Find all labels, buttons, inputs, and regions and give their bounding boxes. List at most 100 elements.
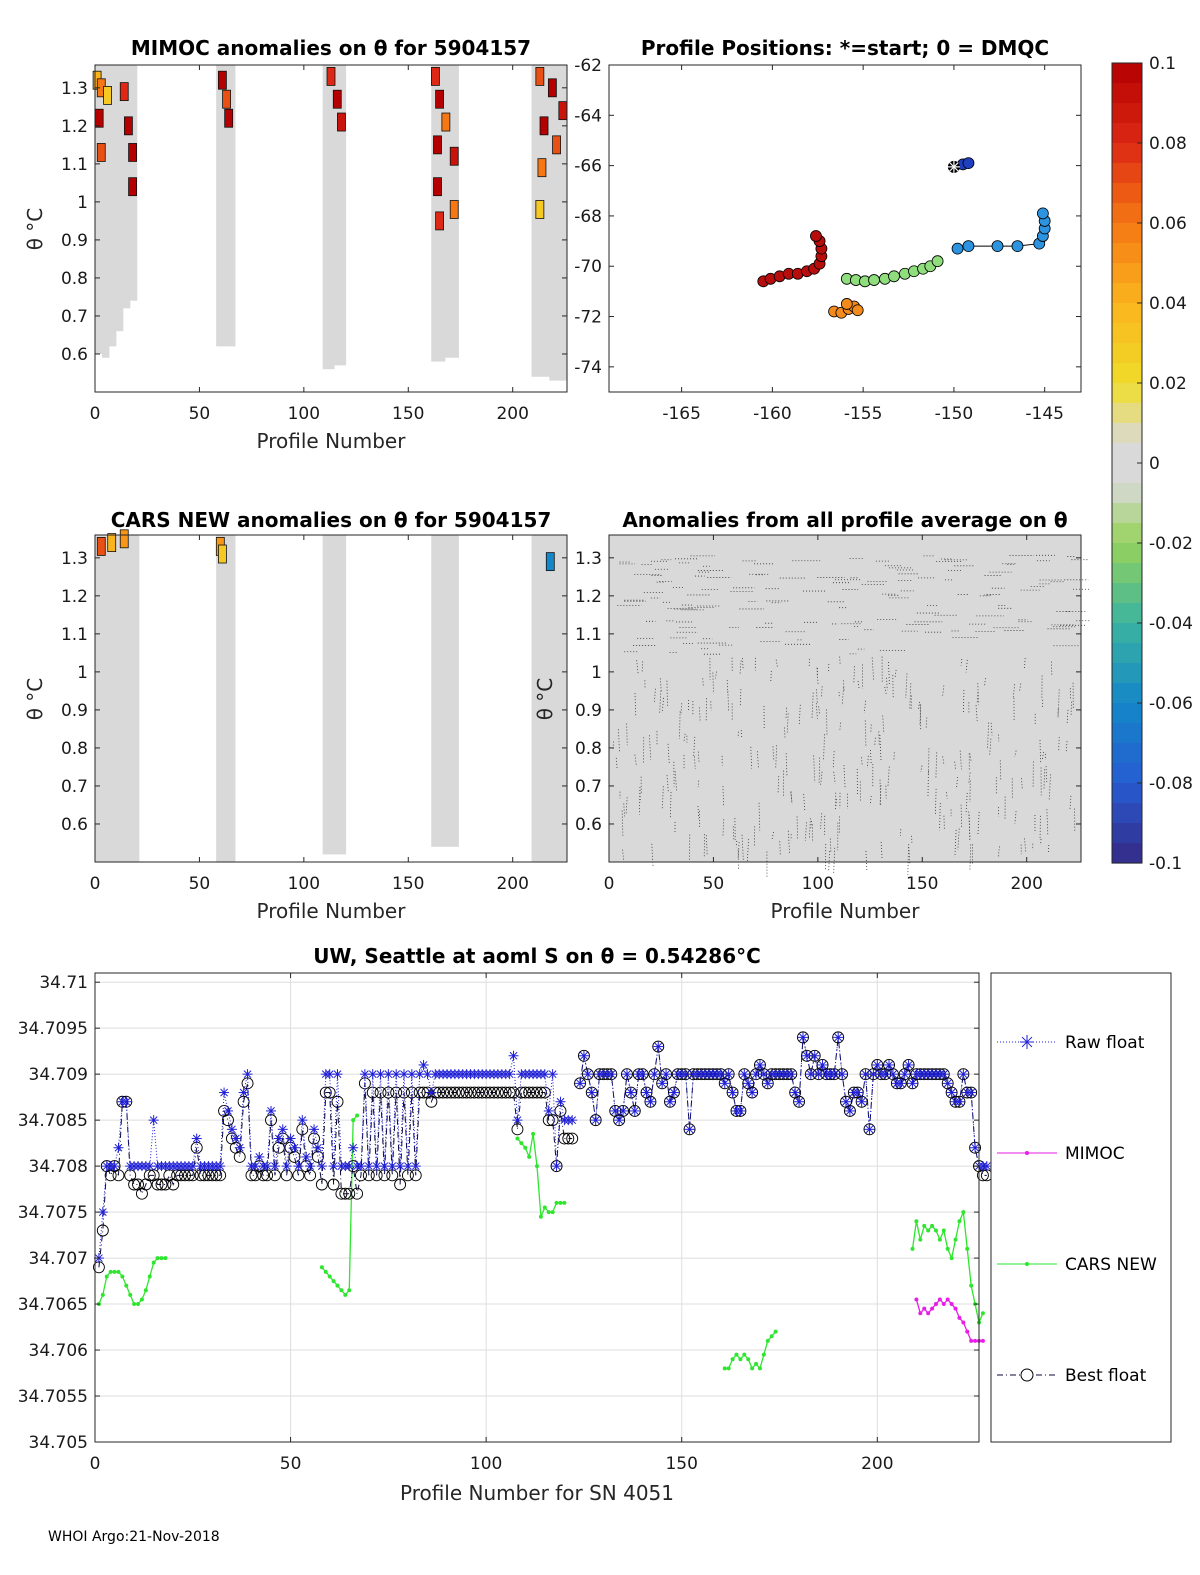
raw-float-point (329, 1162, 338, 1171)
best-float-point (527, 1086, 540, 1099)
raw-float-point (619, 1107, 627, 1115)
cars-new-point (331, 1279, 336, 1284)
y-tick-label: -74 (574, 358, 602, 378)
contour-dots (771, 832, 774, 840)
best-float-point (112, 1169, 125, 1182)
x-tick-label: -155 (844, 404, 883, 424)
best-float-point (495, 1086, 508, 1099)
mimoc-point (941, 1302, 946, 1307)
x-tick-label: 0 (90, 404, 101, 424)
cars-new-point (323, 1269, 328, 1274)
raw-float-point (806, 1070, 815, 1079)
raw-float-point (188, 1162, 197, 1171)
raw-float-point (423, 1070, 432, 1079)
y-tick-label: 0.9 (575, 701, 602, 721)
raw-float-point (615, 1116, 624, 1125)
cars-new-point (949, 1256, 954, 1261)
cars-new-point (339, 1288, 344, 1293)
contour-dots (870, 750, 872, 765)
contour-dots (888, 661, 890, 685)
raw-float-point (400, 1070, 408, 1079)
contour-dots (1041, 751, 1045, 760)
best-float-point (476, 1086, 489, 1099)
mimoc-y-label: θ °C (23, 208, 47, 251)
best-float-point (398, 1086, 410, 1099)
best-float-point (957, 1068, 970, 1081)
x-tick-label: -165 (662, 404, 701, 424)
legend-marker (1025, 1151, 1029, 1155)
contour-dots (969, 844, 972, 871)
raw-float-point (638, 1070, 647, 1079)
cars-new-point (562, 1200, 567, 1205)
contour-dots (1014, 750, 1017, 757)
raw-float-point (939, 1070, 948, 1079)
cars-new-point (112, 1269, 117, 1274)
colorbar-band (1112, 563, 1142, 584)
x-tick-label: 100 (288, 404, 320, 424)
contour-dots (1019, 683, 1022, 692)
colorbar-tick-label: -0.04 (1149, 614, 1193, 634)
raw-float-point (407, 1070, 416, 1079)
cars-new-point (542, 1205, 547, 1210)
best-float-point (335, 1187, 348, 1200)
contour-dots (1024, 838, 1027, 853)
best-float-point (562, 1132, 575, 1145)
raw-float-point (548, 1070, 557, 1079)
contour-dots (925, 717, 928, 729)
raw-float-point (716, 1070, 725, 1079)
colorbar-band (1112, 443, 1142, 464)
colorbar-band (1112, 843, 1142, 864)
colorbar-tick-label: -0.08 (1149, 774, 1193, 794)
profile-position-dot (962, 240, 975, 253)
raw-float-point (908, 1079, 917, 1088)
best-float-point (499, 1086, 512, 1099)
contour-dots (648, 735, 652, 760)
colorbar-band (1112, 663, 1142, 684)
colorbar-band (1112, 303, 1142, 324)
raw-float-point (650, 1070, 659, 1079)
profile-position-dot (868, 274, 880, 286)
all-avg-title: Anomalies from all profile average on θ (622, 508, 1067, 532)
cars-new-point (769, 1334, 774, 1339)
mimoc-point (914, 1297, 919, 1302)
raw-float-point (857, 1097, 866, 1106)
raw-float-point (607, 1070, 616, 1079)
contour-dots (803, 794, 806, 813)
contour-dots (879, 734, 882, 761)
x-tick-label: 0 (90, 1454, 101, 1474)
colorbar-band (1112, 63, 1142, 84)
best-float-point (390, 1086, 403, 1099)
x-tick-label: 0 (90, 874, 101, 894)
best-float-point (452, 1086, 465, 1099)
cars-new-point (139, 1297, 144, 1302)
raw-float-point (282, 1162, 291, 1171)
contour-dots (894, 669, 897, 678)
cars-new-point (738, 1357, 743, 1362)
raw-float-point (388, 1162, 397, 1171)
contour-dots (666, 680, 668, 707)
raw-float-point (380, 1162, 389, 1171)
raw-float-point (251, 1162, 260, 1171)
contour-dots (798, 704, 801, 725)
best-float-point (460, 1086, 473, 1099)
contour-dots (919, 705, 922, 726)
cars-new-point (558, 1200, 563, 1205)
y-tick-label: 0.8 (575, 739, 602, 759)
y-tick-label: 1.3 (61, 549, 88, 569)
best-float-line (98, 1083, 573, 1268)
cars-new-point (761, 1352, 766, 1357)
anomaly-patch (103, 86, 112, 105)
contour-dots (884, 686, 887, 695)
mimoc-point (980, 1338, 985, 1343)
y-tick-label: -64 (574, 106, 602, 126)
colorbar-band (1112, 343, 1142, 364)
contour-dots (804, 822, 807, 841)
anomaly-patch (435, 211, 445, 231)
best-float-point (577, 1049, 590, 1062)
cars-new-point (104, 1274, 109, 1279)
raw-float-point (873, 1061, 882, 1069)
cars-new-point (147, 1274, 152, 1279)
cars-new-point (527, 1154, 532, 1159)
colorbar-band (1112, 683, 1142, 704)
x-tick-label: 50 (189, 874, 211, 894)
